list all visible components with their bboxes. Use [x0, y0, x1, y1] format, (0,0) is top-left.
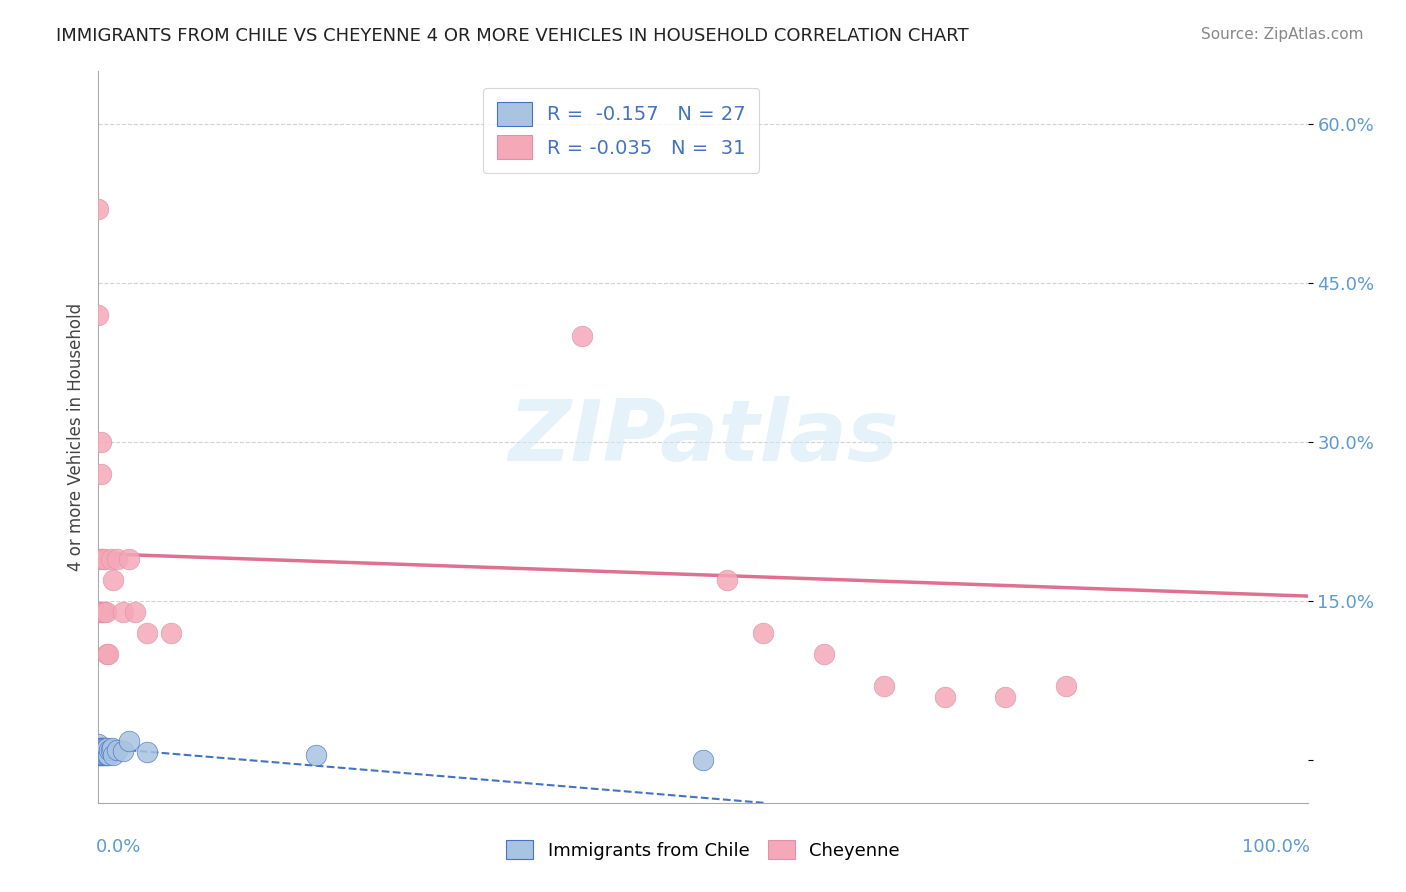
Point — [87, 202, 110, 216]
Point — [124, 605, 146, 619]
Point — [100, 743, 122, 757]
Point — [98, 743, 121, 757]
Point — [93, 605, 115, 619]
Point — [813, 648, 835, 662]
Point — [105, 743, 128, 757]
Point — [160, 626, 183, 640]
Y-axis label: 4 or more Vehicles in Household: 4 or more Vehicles in Household — [66, 303, 84, 571]
Point — [87, 308, 110, 322]
Point — [101, 748, 124, 763]
Point — [90, 467, 112, 482]
Point — [87, 748, 110, 763]
Point — [571, 329, 593, 343]
Point — [87, 738, 110, 752]
Point — [90, 740, 112, 755]
Point — [93, 740, 115, 755]
Point — [91, 740, 114, 755]
Text: Source: ZipAtlas.com: Source: ZipAtlas.com — [1201, 27, 1364, 42]
Point — [100, 552, 122, 566]
Point — [89, 552, 111, 566]
Point — [89, 740, 111, 755]
Point — [1054, 679, 1077, 693]
Point — [94, 740, 117, 755]
Point — [105, 552, 128, 566]
Point — [94, 748, 117, 763]
Point — [91, 605, 114, 619]
Point — [96, 740, 118, 755]
Point — [91, 605, 114, 619]
Text: IMMIGRANTS FROM CHILE VS CHEYENNE 4 OR MORE VEHICLES IN HOUSEHOLD CORRELATION CH: IMMIGRANTS FROM CHILE VS CHEYENNE 4 OR M… — [56, 27, 969, 45]
Point — [89, 605, 111, 619]
Point — [91, 552, 114, 566]
Point — [716, 573, 738, 587]
Point — [91, 740, 114, 755]
Text: ZIPatlas: ZIPatlas — [508, 395, 898, 479]
Point — [118, 734, 141, 748]
Point — [90, 435, 112, 450]
Point — [692, 753, 714, 767]
Point — [994, 690, 1017, 704]
Point — [873, 679, 896, 693]
Point — [97, 648, 120, 662]
Point — [91, 748, 114, 763]
Text: 100.0%: 100.0% — [1241, 838, 1310, 855]
Point — [87, 605, 110, 619]
Point — [101, 573, 124, 587]
Point — [96, 748, 118, 763]
Point — [135, 626, 157, 640]
Point — [135, 745, 157, 759]
Point — [305, 748, 328, 763]
Point — [111, 605, 134, 619]
Point — [752, 626, 775, 640]
Point — [111, 744, 134, 758]
Point — [118, 552, 141, 566]
Point — [934, 690, 956, 704]
Point — [100, 740, 122, 755]
Text: 0.0%: 0.0% — [96, 838, 142, 855]
Point — [93, 748, 115, 763]
Legend: R =  -0.157   N = 27, R = -0.035   N =  31: R = -0.157 N = 27, R = -0.035 N = 31 — [484, 88, 759, 173]
Point — [97, 748, 120, 763]
Point — [94, 605, 117, 619]
Point — [96, 648, 118, 662]
Point — [90, 748, 112, 763]
Point — [93, 552, 115, 566]
Point — [91, 748, 114, 763]
Point — [89, 748, 111, 763]
